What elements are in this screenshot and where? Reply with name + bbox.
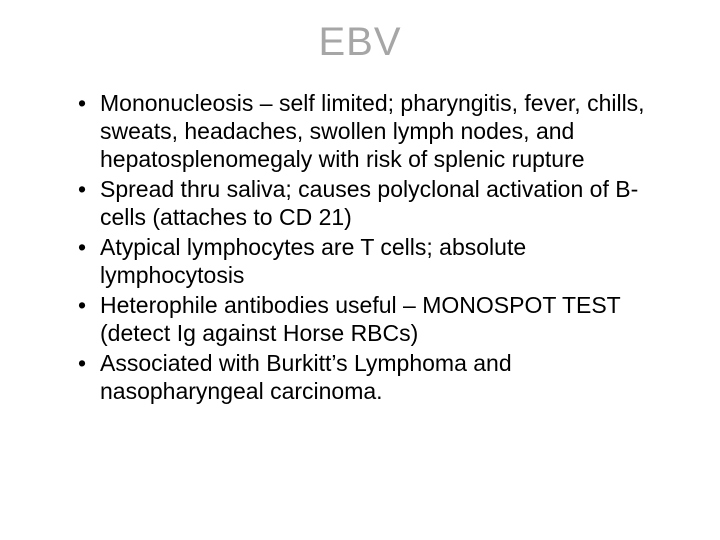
bullet-list: Mononucleosis – self limited; pharyngiti… (50, 89, 670, 406)
slide-container: EBV Mononucleosis – self limited; pharyn… (0, 0, 720, 540)
slide-title: EBV (50, 20, 670, 65)
list-item: Associated with Burkitt’s Lymphoma and n… (78, 349, 670, 405)
list-item: Atypical lymphocytes are T cells; absolu… (78, 233, 670, 289)
list-item: Mononucleosis – self limited; pharyngiti… (78, 89, 670, 173)
list-item: Heterophile antibodies useful – MONOSPOT… (78, 291, 670, 347)
list-item: Spread thru saliva; causes polyclonal ac… (78, 175, 670, 231)
